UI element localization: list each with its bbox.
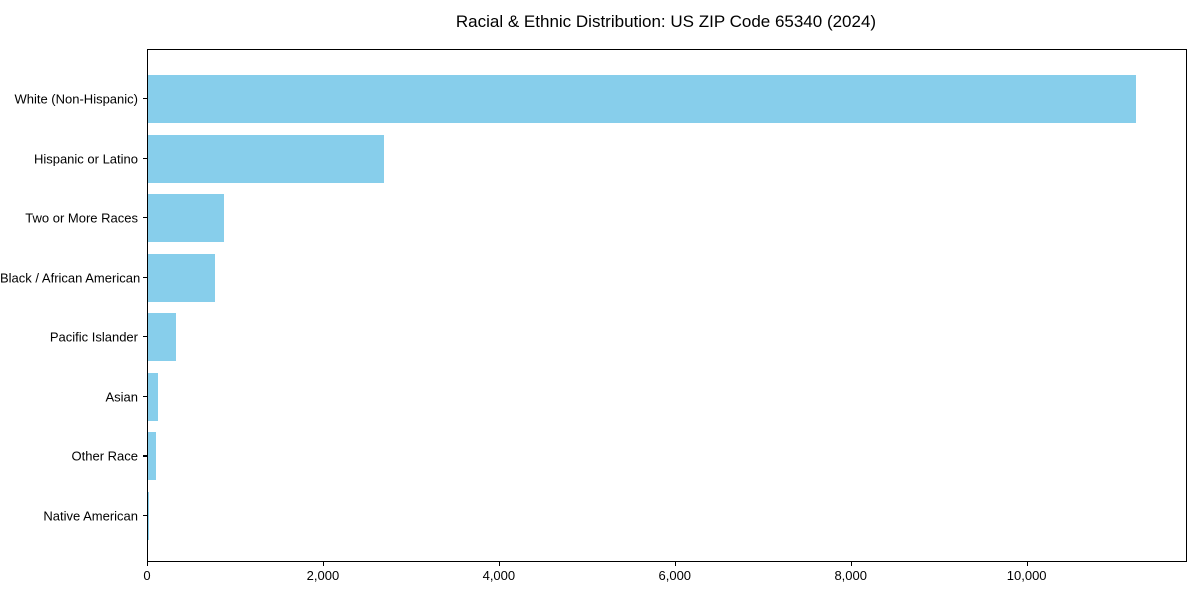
xtick-label: 6,000 [658,568,692,583]
xtick-label: 0 [143,568,151,583]
xtick-mark [147,562,149,566]
ytick-label: Asian [105,389,138,405]
ytick-label: Hispanic or Latino [33,151,138,167]
ytick-mark [143,157,147,159]
xtick-label: 10,000 [1006,568,1047,583]
ytick-label: Two or More Races [25,210,138,226]
xtick-mark [850,562,852,566]
ytick-mark [143,514,147,517]
ytick-label: Black / African American [0,270,141,286]
bar-white-non-hispanic [148,75,1136,123]
xtick-mark [674,562,676,566]
xtick-label: 2,000 [306,568,340,583]
ytick-label: Other Race [71,448,138,464]
xtick-mark [498,562,501,566]
plot-area [147,49,1187,562]
ytick-mark [143,217,147,219]
ytick-label: Pacific Islander [49,329,138,345]
ytick-label: Native American [43,508,138,524]
xtick-mark [322,562,325,566]
ytick-mark [143,336,147,338]
xtick-mark [1026,562,1028,566]
bar-black-african-american [148,253,216,302]
ytick-mark [143,276,147,278]
bar-hispanic-or-latino [148,134,384,183]
ytick-mark [143,455,147,457]
bar-asian [148,372,158,421]
xtick-label: 4,000 [482,568,516,583]
bar-other-race [148,432,157,481]
xtick-label: 8,000 [834,568,867,583]
chart-title: Racial & Ethnic Distribution: US ZIP Cod… [455,12,877,31]
bar-native-american [148,491,149,540]
bar-two-or-more-races [148,194,224,243]
ytick-mark [143,395,147,398]
ytick-mark [143,98,147,100]
ytick-label: White (Non-Hispanic) [14,91,138,107]
bar-pacific-islander [148,313,177,362]
